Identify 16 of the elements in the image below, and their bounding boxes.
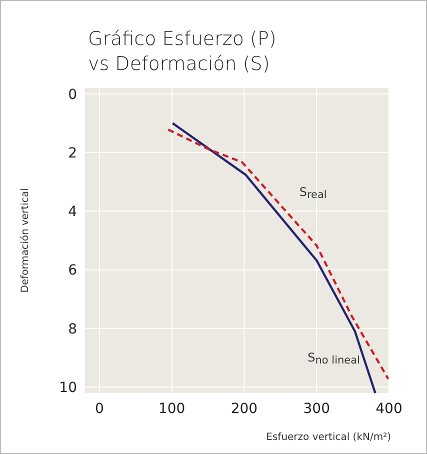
x-tick-label: 0 [95, 401, 104, 417]
chart-title: Gráfico Esfuerzo (P) vs Deformación (S) [88, 28, 276, 75]
x-axis-title: Esfuerzo vertical (kN/m²) [266, 432, 392, 443]
y-tick-label: 6 [68, 262, 78, 279]
x-tick-label: 300 [303, 401, 330, 417]
series-label: S$_{real}$ [299, 184, 327, 202]
series-label: S$_{no lineal}$ [308, 350, 360, 367]
x-tick-label: 100 [158, 401, 186, 417]
y-axis-title: Deformación vertical [20, 188, 31, 293]
x-tick-label: 400 [376, 401, 402, 417]
x-tick-label: 200 [230, 401, 258, 417]
y-tick-label: 10 [59, 380, 77, 396]
y-tick-label: 8 [68, 321, 77, 338]
y-tick-label: 4 [68, 204, 78, 220]
y-tick-label: 0 [68, 86, 77, 103]
y-tick-label: 2 [68, 145, 77, 162]
